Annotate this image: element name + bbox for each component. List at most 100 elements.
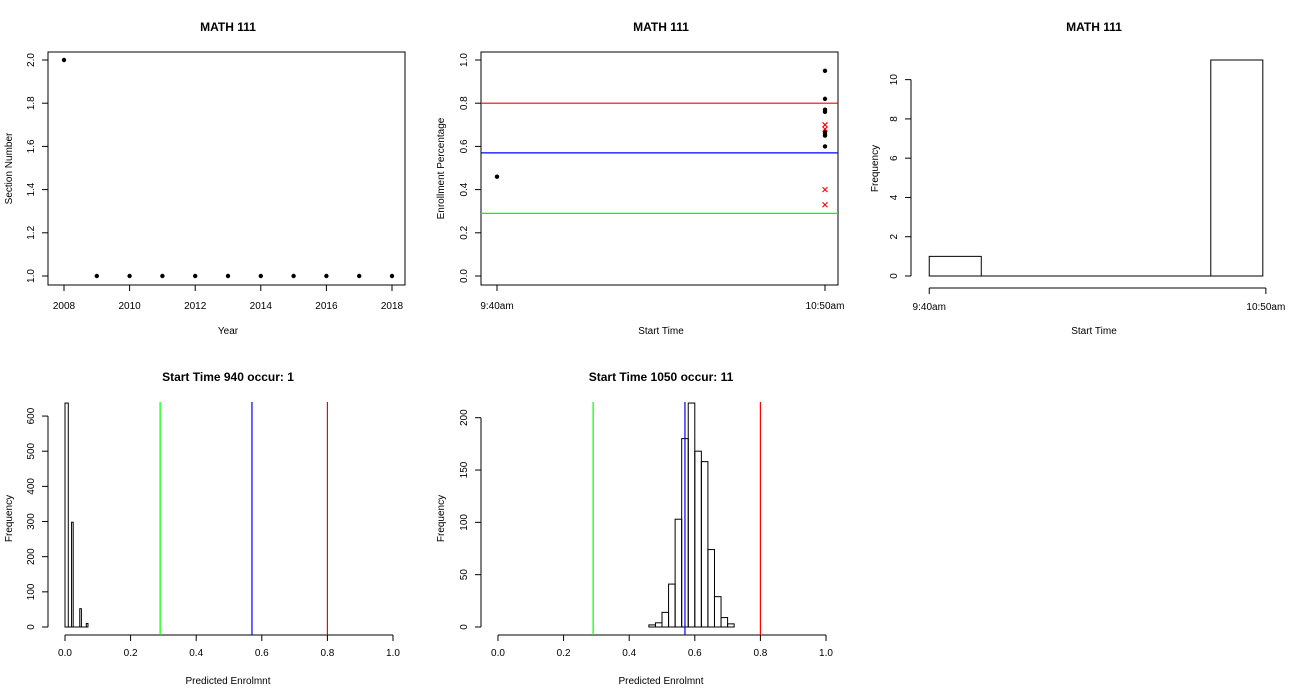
histogram-bar — [707, 549, 715, 628]
y-tick-label: 1.6 — [26, 139, 37, 153]
data-point — [225, 273, 231, 279]
data-point — [258, 273, 263, 279]
histogram-bar — [713, 596, 722, 628]
histogram-bar — [64, 402, 69, 628]
data-point — [822, 133, 828, 138]
data-point — [822, 68, 828, 74]
x-tick-label: 0.0 — [58, 648, 72, 659]
y-tick-label: 1.4 — [26, 182, 37, 196]
plot-frame — [47, 51, 406, 286]
histogram-bar — [720, 617, 729, 628]
x-tick-label: 1.0 — [386, 648, 400, 659]
y-tick-label: 200 — [26, 548, 37, 565]
chart-title: MATH 111 — [633, 20, 689, 34]
x-axis-label: Year — [218, 326, 239, 337]
x-axis-label: Predicted Enrolmnt — [618, 676, 703, 687]
y-tick-label: 4 — [889, 194, 900, 200]
y-axis-label: Enrollment Percentage — [436, 117, 447, 219]
data-point — [822, 109, 828, 115]
x-tick-label: 0.4 — [189, 648, 203, 659]
data-point — [357, 273, 362, 279]
y-tick-label: 100 — [459, 514, 470, 531]
data-point-x — [822, 121, 828, 128]
x-tick-label: 2008 — [53, 301, 76, 312]
histogram-bar — [71, 521, 74, 628]
panel-start-time-frequency: MATH 111 Start Time Frequency 0 2 4 6 8 10 9:40am… — [870, 20, 1285, 337]
y-tick-label: 1.0 — [459, 53, 470, 67]
data-point — [160, 273, 165, 279]
x-tick-label: 0.8 — [320, 648, 334, 659]
histogram-bar — [674, 518, 683, 628]
chart-title: Start Time 1050 occur: 11 — [589, 370, 734, 384]
y-tick-label: 0 — [889, 273, 900, 279]
data-point-x — [822, 201, 828, 208]
histogram-bar — [648, 624, 656, 628]
data-point — [389, 273, 395, 279]
data-point — [193, 273, 198, 279]
y-tick-label: 0.0 — [459, 269, 470, 283]
data-point — [822, 96, 828, 102]
x-axis-label: Start Time — [1071, 326, 1117, 337]
chart-title: MATH 111 — [1066, 20, 1122, 34]
y-tick-label: 8 — [889, 116, 900, 122]
data-point — [494, 174, 500, 179]
bar — [928, 255, 982, 277]
x-tick-label: 0.6 — [688, 648, 702, 659]
x-tick-label: 2018 — [381, 301, 404, 312]
data-point — [291, 273, 296, 279]
histogram-bar — [85, 622, 89, 628]
chart-title: MATH 111 — [200, 20, 256, 34]
y-tick-label: 6 — [889, 155, 900, 161]
x-tick-label: 2010 — [118, 301, 141, 312]
x-tick-label: 10:50am — [1246, 302, 1285, 313]
y-tick-label: 600 — [26, 407, 37, 424]
y-tick-label: 150 — [459, 461, 470, 478]
panel-histogram-start-1050: Start Time 1050 occur: 11 Predicted Enrol… — [436, 370, 833, 687]
y-axis-label: Section Number — [4, 132, 15, 204]
y-tick-label: 2.0 — [26, 53, 37, 67]
y-tick-label: 50 — [459, 569, 470, 581]
y-tick-label: 400 — [26, 478, 37, 495]
y-tick-label: 0.6 — [459, 139, 470, 153]
histogram-bar — [700, 461, 709, 628]
histogram-bar — [661, 611, 670, 628]
x-axis-label: Predicted Enrolmnt — [185, 676, 270, 687]
y-tick-label: 1.2 — [26, 225, 37, 239]
histogram-bar — [694, 450, 702, 628]
x-tick-label: 1.0 — [819, 648, 833, 659]
data-point-x — [822, 186, 828, 193]
x-tick-label: 0.2 — [124, 648, 138, 659]
panel-enrollment-by-start-time: MATH 111 Start Time Enrollment Percentage 0… — [436, 20, 844, 337]
y-tick-label: 1.0 — [26, 269, 37, 283]
histogram-bar — [668, 583, 676, 628]
x-tick-label: 2014 — [250, 301, 273, 312]
y-tick-label: 0.8 — [459, 96, 470, 110]
x-tick-label: 0.2 — [557, 648, 571, 659]
y-tick-label: 0 — [26, 624, 37, 630]
histogram-bar — [727, 623, 735, 628]
y-tick-label: 500 — [26, 442, 37, 459]
y-tick-label: 100 — [26, 583, 37, 600]
data-point — [822, 144, 828, 149]
y-tick-label: 0 — [459, 624, 470, 630]
y-tick-label: 2 — [889, 234, 900, 240]
panel-histogram-start-940: Start Time 940 occur: 1 Predicted Enrolmn… — [4, 370, 400, 687]
data-point-x — [822, 126, 828, 133]
data-point — [94, 273, 100, 279]
x-tick-label: 9:40am — [913, 302, 946, 313]
x-tick-label: 0.8 — [753, 648, 767, 659]
y-axis-label: Frequency — [436, 495, 447, 542]
x-tick-label: 2012 — [184, 301, 207, 312]
x-tick-label: 0.4 — [622, 648, 636, 659]
x-tick-label: 2016 — [315, 301, 338, 312]
y-tick-label: 0.2 — [459, 225, 470, 239]
y-axis-label: Frequency — [870, 145, 881, 192]
chart-title: Start Time 940 occur: 1 — [162, 370, 294, 384]
data-point — [324, 273, 329, 279]
panel-section-number-by-year: MATH 111 Year Section Number 1.0 1.2 1.4 1.6 1.… — [4, 20, 406, 337]
plot-frame — [480, 51, 839, 286]
y-tick-label: 200 — [459, 409, 470, 426]
histogram-bar — [654, 622, 663, 628]
bar — [1210, 59, 1264, 277]
